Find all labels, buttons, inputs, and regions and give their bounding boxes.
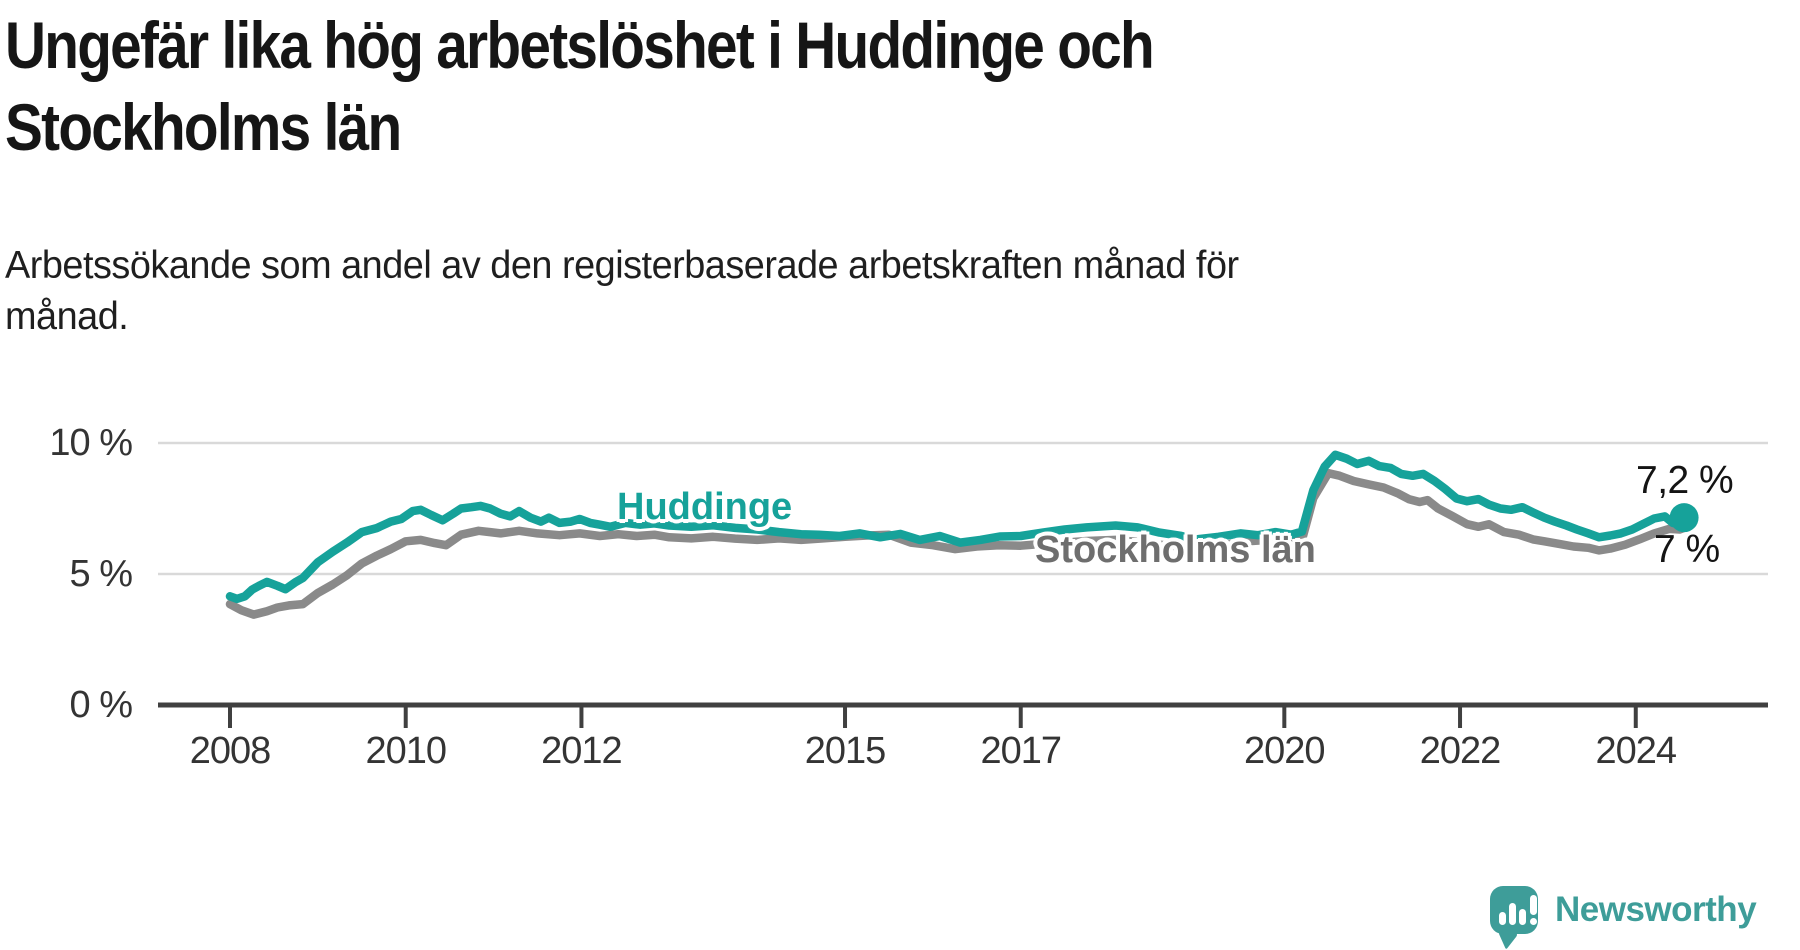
x-tick-label-2022: 2022: [1419, 730, 1502, 772]
chart-subtitle-line1: Arbetssökande som andel av den registerb…: [5, 244, 1239, 287]
x-tick-label-2010: 2010: [365, 730, 447, 772]
bar-1: [1499, 912, 1506, 925]
line-huddinge: [225, 450, 1689, 604]
latest-value-dot: [1669, 503, 1699, 533]
y-tick-label-5: 5 %: [69, 553, 133, 595]
x-axis: [158, 702, 1768, 728]
y-tick-label-0: 0 %: [69, 684, 133, 726]
chart-title-line1: Ungefär lika hög arbetslöshet i Huddinge…: [5, 8, 1155, 82]
chart-title-line2: Stockholms län: [5, 90, 402, 164]
huddinge-latest-value: 7,2 %: [1636, 459, 1734, 502]
line-stockholms-län: [225, 468, 1693, 619]
stockholms-lan-latest-value: 7 %: [1654, 528, 1720, 571]
newsworthy-logo[interactable]: Newsworthy: [1490, 886, 1757, 950]
newsworthy-bubble-icon: [1490, 886, 1538, 950]
x-tick-label-2012: 2012: [541, 730, 623, 772]
exclamation-icon: [1530, 895, 1537, 925]
chart-subtitle-line2: månad.: [5, 295, 129, 338]
bar-3: [1519, 909, 1526, 925]
chart-subtitle: Arbetssökande som andel av den registerb…: [5, 240, 1277, 342]
data-series-lines: [225, 450, 1699, 619]
series-label-huddinge: Huddinge: [617, 486, 793, 528]
gridlines: [158, 441, 1768, 576]
bar-chart-icon: [1499, 895, 1537, 925]
x-tick-label-2024: 2024: [1595, 730, 1677, 772]
chart-title: Ungefär lika hög arbetslöshet i Huddinge…: [5, 4, 1340, 168]
newsworthy-wordmark: Newsworthy: [1555, 890, 1757, 929]
x-tick-label-2015: 2015: [804, 730, 887, 772]
y-tick-label-10: 10 %: [49, 422, 133, 464]
series-label-stockholms-lan: Stockholms län: [1035, 529, 1316, 571]
bar-2: [1509, 903, 1516, 925]
x-tick-label-2008: 2008: [189, 730, 272, 772]
x-tick-label-2017: 2017: [980, 730, 1062, 772]
x-tick-label-2020: 2020: [1244, 730, 1326, 772]
